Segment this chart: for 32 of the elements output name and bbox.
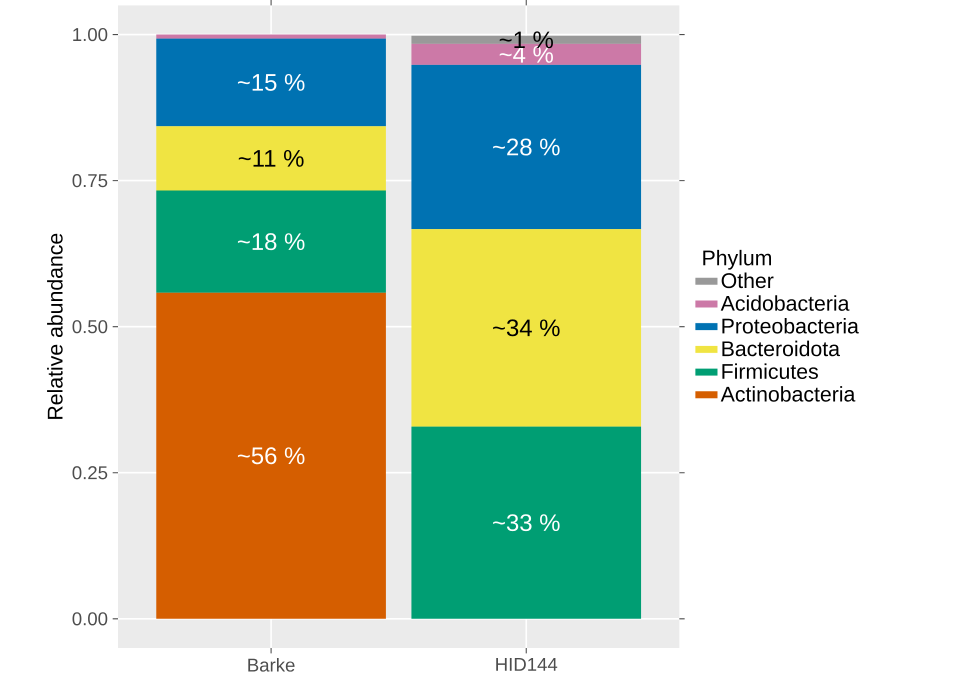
data-label: ~4 % (500, 46, 553, 63)
bar (156, 126, 386, 191)
bar (411, 64, 642, 230)
x-tick-label: HID144 (496, 658, 558, 671)
legend-title: Phylum (703, 250, 772, 270)
y-axis-title: Relative abundance (47, 234, 63, 419)
bar (156, 34, 386, 39)
data-label: ~33 % (493, 514, 560, 532)
bar (156, 38, 386, 126)
legend-label: Actinobacteria (720, 386, 856, 402)
bar (411, 426, 642, 619)
legend-label: Other (722, 272, 774, 288)
legend-label: Firmicutes (722, 363, 818, 379)
data-label: ~28 % (493, 138, 560, 156)
y-tick-label: 0.25 (72, 466, 108, 480)
data-label: ~18 % (238, 233, 304, 250)
y-tick-label: 0.00 (72, 612, 108, 626)
data-label: ~34 % (493, 319, 560, 336)
data-label: ~11 % (238, 150, 304, 167)
data-label: ~1 % (500, 31, 553, 48)
y-tick-label: 0.50 (72, 320, 108, 334)
y-tick-label: 0.75 (72, 174, 108, 188)
data-label: ~56 % (238, 447, 304, 464)
legend-label: Acidobacteria (720, 295, 850, 311)
x-tick-label: Barke (248, 658, 295, 672)
bar (411, 229, 642, 427)
bar (156, 292, 386, 619)
data-label: ~15 % (238, 74, 304, 91)
bar (156, 190, 386, 293)
legend-label: Proteobacteria (722, 318, 859, 334)
legend-label: Bacteroidota (722, 340, 840, 356)
y-tick-label: 1.00 (73, 28, 108, 42)
